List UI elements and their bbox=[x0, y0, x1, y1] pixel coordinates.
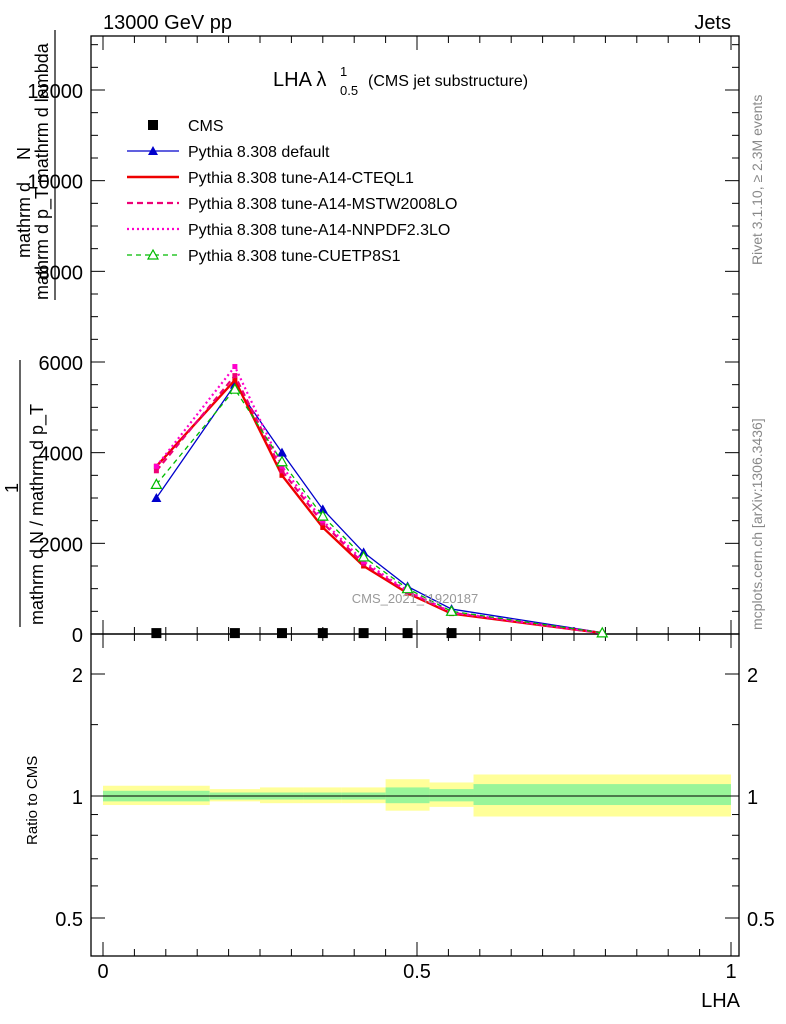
legend-label-1: Pythia 8.308 default bbox=[188, 144, 330, 161]
ratio-band-inner-6 bbox=[429, 789, 474, 802]
ylabel-numer-1b: N bbox=[14, 147, 34, 160]
ratio-band-inner-5 bbox=[385, 787, 430, 804]
title-suffix: (CMS jet substructure) bbox=[368, 73, 528, 90]
series-point-5 bbox=[445, 605, 458, 616]
main-ytick-label-1: 2000 bbox=[39, 534, 84, 556]
ratio-ytick-label-1: 1 bbox=[72, 787, 83, 809]
cms-marker bbox=[276, 628, 287, 639]
title-sup: 1 bbox=[340, 64, 347, 79]
ratio-ytick-label-2: 2 bbox=[72, 665, 83, 687]
ratio-ylabel: Ratio to CMS bbox=[24, 756, 41, 845]
title-main: LHA λ bbox=[273, 69, 326, 91]
series-point-1 bbox=[276, 447, 287, 457]
series-point-5 bbox=[596, 626, 609, 638]
main-ylabel: mathrm d N mathrm d p_T mathrm d lambda … bbox=[2, 30, 56, 627]
header-left: 13000 GeV pp bbox=[103, 12, 232, 34]
series-point-5 bbox=[228, 382, 241, 394]
series-point-2 bbox=[279, 472, 285, 478]
legend-label-5: Pythia 8.308 tune-CUETP8S1 bbox=[188, 248, 401, 265]
series-point-4 bbox=[153, 463, 159, 469]
series-point-5 bbox=[357, 550, 370, 562]
legend-label-2: Pythia 8.308 tune-A14-CTEQL1 bbox=[188, 170, 414, 187]
series-line-2 bbox=[155, 378, 603, 635]
title-sub: 0.5 bbox=[340, 83, 358, 98]
series-point-3 bbox=[153, 468, 159, 474]
plot-title: LHA λ bbox=[273, 69, 326, 91]
site-label: mcplots.cern.ch [arXiv:1306.3436] bbox=[749, 418, 765, 630]
ylabel-numer-2: mathrm d p_T mathrm d lambda bbox=[32, 42, 53, 300]
series-point-1 bbox=[151, 493, 162, 502]
legend-label-3: Pythia 8.308 tune-A14-MSTW2008LO bbox=[188, 196, 457, 213]
legend: CMS Pythia 8.308 default Pythia 8.308 tune… bbox=[127, 118, 457, 265]
legend-label-4: Pythia 8.308 tune-A14-NNPDF2.3LO bbox=[188, 222, 450, 239]
header-right: Jets bbox=[694, 12, 731, 34]
series-point-1 bbox=[317, 504, 328, 514]
cms-marker bbox=[402, 628, 413, 639]
ratio-ytick-label-right-1: 1 bbox=[747, 787, 758, 809]
main-ytick-label-4: 8000 bbox=[39, 262, 84, 284]
legend-label-0: CMS bbox=[188, 118, 224, 135]
cms-marker bbox=[446, 628, 457, 639]
ratio-band-inner-7 bbox=[473, 784, 731, 806]
series-line-3 bbox=[155, 373, 603, 635]
series-point-5 bbox=[275, 455, 288, 467]
x-tick-label-2: 1 bbox=[725, 961, 736, 983]
series-point-5 bbox=[316, 509, 329, 521]
ylabel-den-numer: 1 bbox=[2, 483, 22, 493]
series-point-4 bbox=[232, 364, 238, 370]
main-ytick-label-0: 0 bbox=[72, 625, 83, 647]
main-ytick-label-2: 4000 bbox=[39, 444, 84, 466]
ratio-ytick-label-0: 0.5 bbox=[55, 909, 83, 931]
legend-marker-1 bbox=[148, 146, 158, 155]
cms-marker bbox=[358, 628, 369, 639]
legend-marker-5 bbox=[146, 248, 160, 260]
x-axis-label: LHA bbox=[701, 990, 741, 1012]
ratio-ytick-label-right-2: 2 bbox=[747, 665, 758, 687]
series-point-2 bbox=[320, 524, 326, 530]
ylabel-numer-1: mathrm d bbox=[14, 182, 34, 258]
ratio-ytick-label-right-0: 0.5 bbox=[747, 909, 775, 931]
ratio-bands bbox=[103, 774, 731, 817]
series-point-5 bbox=[150, 478, 163, 489]
x-tick-label-0: 0 bbox=[97, 961, 108, 983]
x-tick-label-1: 0.5 bbox=[403, 961, 431, 983]
series-group bbox=[150, 364, 609, 639]
series-line-4 bbox=[155, 364, 603, 635]
cms-marker bbox=[317, 628, 328, 639]
series-point-3 bbox=[279, 468, 285, 474]
series-line-5 bbox=[155, 388, 603, 634]
watermark: CMS_2021_I1920187 bbox=[352, 591, 479, 606]
ratio-frame bbox=[90, 633, 740, 957]
rivet-label: Rivet 3.1.10, ≥ 2.3M events bbox=[749, 95, 765, 265]
ylabel-den: mathrm d N / mathrm d p_T bbox=[27, 404, 48, 625]
series-point-3 bbox=[232, 373, 238, 379]
series-point-2 bbox=[232, 377, 238, 383]
cms-marker bbox=[229, 628, 240, 639]
main-ytick-label-3: 6000 bbox=[39, 353, 84, 375]
legend-cms-marker bbox=[148, 120, 158, 130]
series-point-5 bbox=[401, 582, 414, 594]
cms-marker bbox=[151, 628, 162, 639]
